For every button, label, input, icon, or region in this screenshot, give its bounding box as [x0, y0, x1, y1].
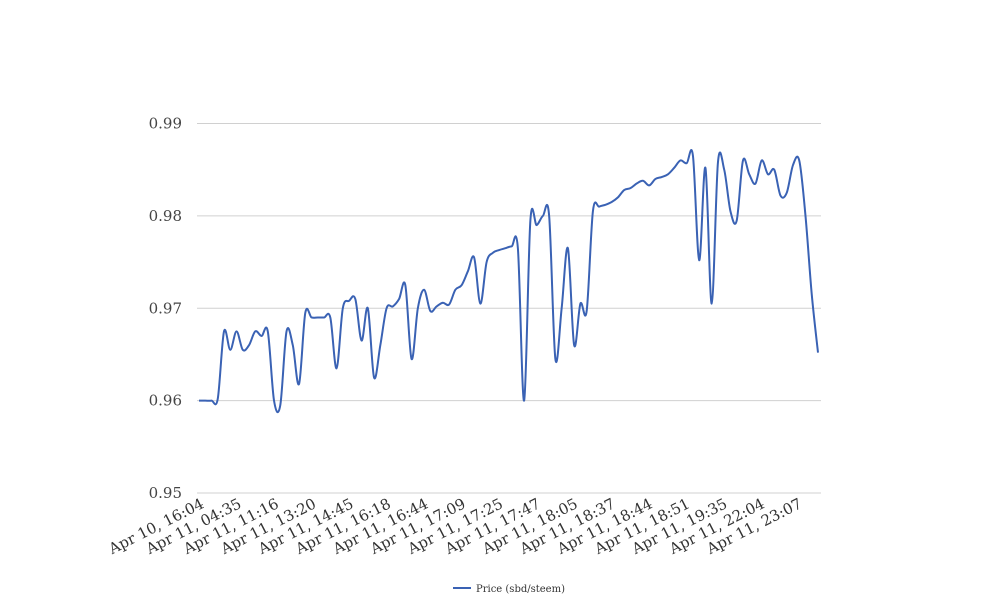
y-tick-label: 0.98	[149, 207, 182, 225]
gridlines	[197, 123, 821, 494]
y-axis-tick-labels: 0.95 0.96 0.97 0.98 0.99	[149, 115, 182, 503]
y-tick-label: 0.96	[149, 392, 182, 410]
legend: Price (sbd/steem)	[453, 584, 565, 595]
y-tick-label: 0.95	[149, 484, 182, 502]
y-tick-label: 0.97	[149, 299, 182, 317]
series-layer	[198, 149, 819, 414]
y-tick-label: 0.99	[149, 115, 182, 133]
series-line	[198, 149, 819, 414]
legend-label: Price (sbd/steem)	[476, 584, 565, 595]
